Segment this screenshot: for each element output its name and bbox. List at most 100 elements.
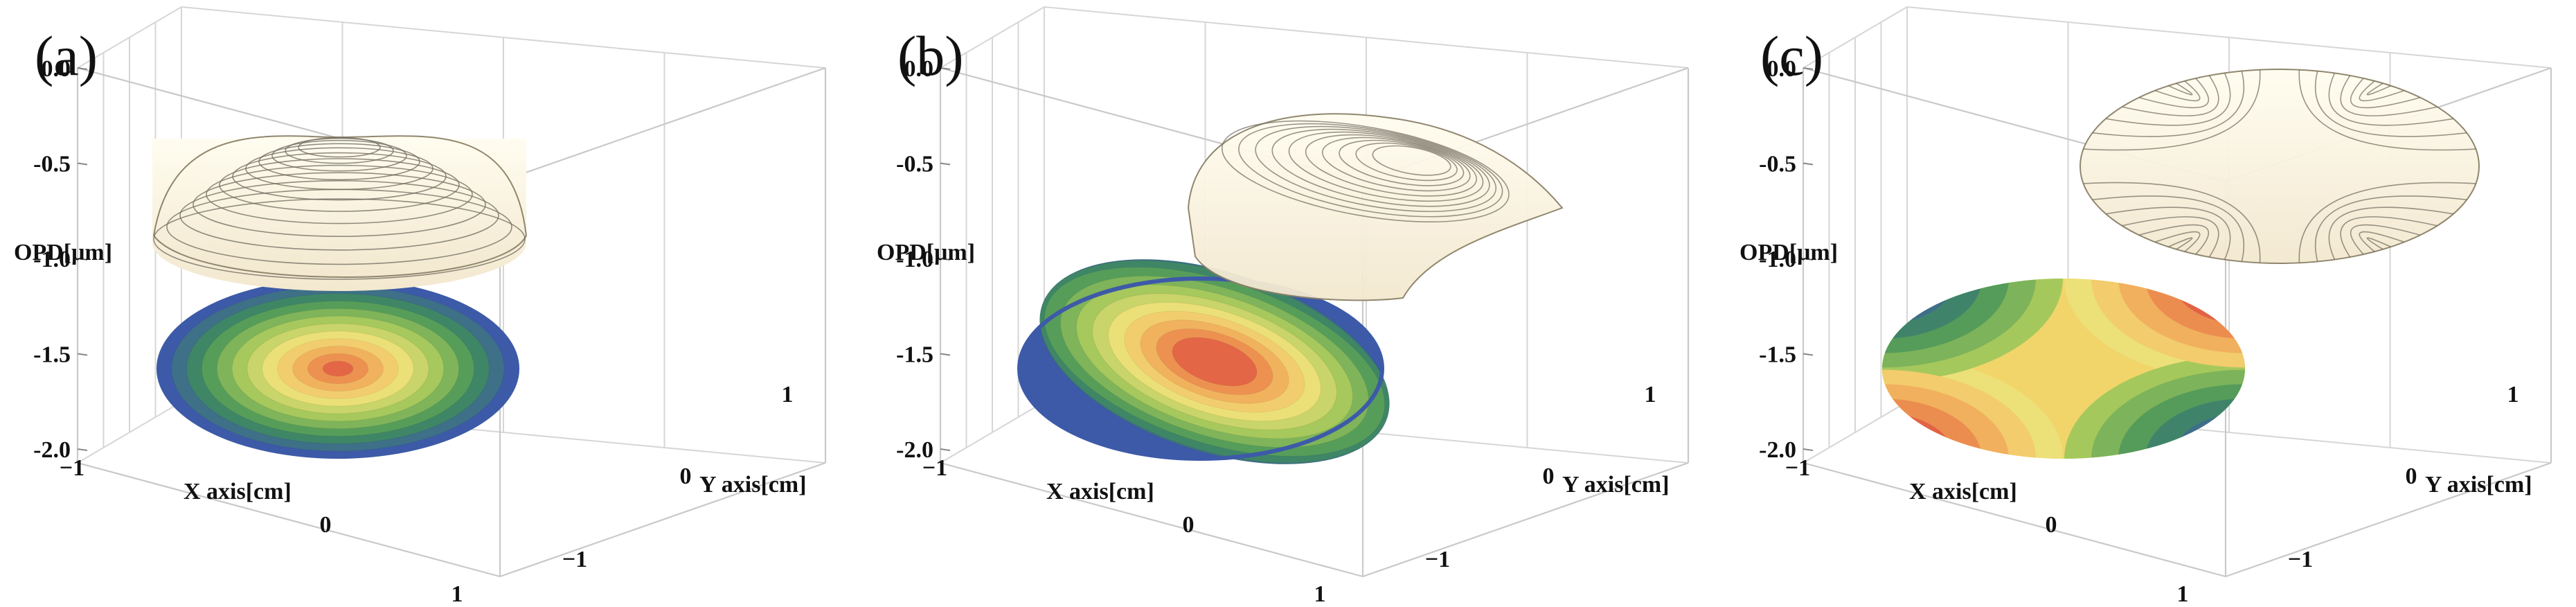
z-tick-label: 0.0: [1767, 56, 1797, 82]
z-tick-mark: [1803, 67, 1814, 70]
z-tick-mark: [77, 353, 88, 356]
surface-contour: [1255, 125, 1497, 213]
surface-contour: [271, 139, 407, 172]
saddle-cool-band: [1882, 279, 2063, 382]
x-tick-label: −1: [60, 455, 84, 481]
y-tick-label: 0: [2406, 464, 2417, 489]
surface-contour: [1355, 142, 1458, 182]
x-tick-label: 0: [320, 512, 332, 538]
surface-shell: [2079, 69, 2480, 264]
x-axis-title: X axis[cm]: [184, 479, 292, 504]
z-tick-mark: [940, 258, 951, 261]
saddle-cool-band: [1882, 279, 2036, 368]
z-tick-label: -2.0: [33, 437, 71, 463]
z-tick-mark: [77, 67, 88, 70]
panel-a: 0.0 -0.5 -1.0 -1.5 -2.0 OPD[μm] −1 0 1 X axis[cm]…: [14, 6, 827, 607]
surface-contour: [166, 188, 512, 265]
surface-contour: [2080, 182, 2261, 263]
z-tick-label: -0.5: [33, 152, 71, 177]
surface-contour: [153, 198, 526, 280]
axes-box: [939, 6, 1690, 578]
z-tick-mark: [77, 258, 88, 261]
surface-contour: [1271, 128, 1490, 207]
surface-contour: [2328, 206, 2479, 263]
y-tick-label: −1: [562, 547, 587, 572]
x-tick-label: 1: [2177, 581, 2189, 607]
z-tick-label: -2.0: [1759, 437, 1796, 463]
panel-label: (c): [1760, 24, 1823, 87]
box-edge: [940, 461, 1363, 578]
surface-contour: [193, 172, 486, 237]
x-tick-label: 0: [2046, 512, 2057, 538]
y-axis-title: Y axis[cm]: [2425, 472, 2532, 498]
y-tick-label: 1: [782, 382, 794, 407]
surface-contour: [2080, 206, 2231, 263]
surface-contour: [2315, 195, 2479, 263]
surface-contour: [285, 137, 394, 164]
surface-contour: [298, 137, 381, 158]
z-tick-label: -1.0: [1759, 247, 1796, 272]
surface-contour: [1339, 139, 1465, 186]
surface-shell: [152, 135, 528, 291]
z-tick-mark: [1803, 162, 1814, 166]
z-tick-mark: [1803, 448, 1814, 451]
surface-contour: [2080, 69, 2244, 137]
y-tick-label: 0: [680, 464, 692, 489]
saddle-cool-band: [2091, 369, 2245, 459]
z-tick-mark: [77, 162, 88, 166]
saddle-cool-band: [1882, 279, 1928, 310]
contour-disk: [1017, 258, 1390, 465]
surface-contour: [2080, 195, 2244, 263]
y-axis-title: Y axis[cm]: [1562, 472, 1670, 498]
z-tick-label: 0.0: [904, 56, 934, 82]
z-tick-mark: [940, 448, 951, 451]
z-tick-mark: [77, 448, 88, 451]
surface-contour: [219, 158, 460, 212]
y-tick-label: 0: [1543, 464, 1555, 489]
y-tick-label: −1: [1425, 547, 1450, 572]
z-axis-title: OPD[μm]: [14, 240, 112, 265]
surface-shell: [1187, 113, 1564, 301]
x-axis-title: X axis[cm]: [1909, 479, 2017, 504]
saddle-warm-band: [1882, 355, 2063, 459]
z-tick-label: 0.0: [42, 56, 71, 82]
saddle-cool-band: [2118, 384, 2245, 459]
panel-label: (b): [897, 24, 964, 87]
y-tick-label: 1: [1645, 382, 1656, 407]
surface-contour: [179, 180, 499, 251]
surface-contour: [2298, 182, 2479, 263]
surface-body: [2079, 69, 2480, 264]
z-tick-mark: [940, 162, 951, 166]
surface-contour: [1372, 145, 1451, 176]
surface-contour: [2315, 69, 2479, 137]
x-tick-label: 1: [451, 581, 463, 607]
z-tick-mark: [1803, 353, 1814, 356]
z-axis-title: OPD[μm]: [1739, 240, 1838, 265]
disk-rim: [1017, 276, 1384, 461]
box-edge: [499, 67, 826, 183]
surface-contour: [2080, 69, 2261, 151]
surface-contour: [1238, 123, 1503, 218]
box-edge: [1362, 461, 1689, 578]
y-tick-label: −1: [2288, 547, 2313, 572]
z-tick-label: -1.0: [896, 247, 933, 272]
surface-contour: [2328, 69, 2479, 126]
z-tick-label: -1.5: [1759, 342, 1796, 368]
box-edge: [77, 461, 501, 578]
x-tick-label: −1: [1785, 455, 1810, 481]
panel-label: (a): [35, 24, 98, 87]
surface-contour: [2298, 69, 2479, 151]
x-tick-label: 0: [1183, 512, 1195, 538]
contour-band: [1172, 337, 1258, 387]
z-tick-mark: [940, 67, 951, 70]
z-tick-label: -0.5: [1759, 152, 1796, 177]
panel-b: 0.0 -0.5 -1.0 -1.5 -2.0 OPD[μm] −1 0 1 X axis[cm]…: [877, 6, 1690, 607]
box-edge: [1803, 461, 2226, 578]
contour-band: [322, 360, 354, 377]
surface-contour: [2080, 69, 2231, 126]
panel-c: 0.0 -0.5 -1.0 -1.5 -2.0 OPD[μm] −1 0 1 X axis[cm]…: [1739, 6, 2552, 607]
y-tick-label: 1: [2507, 382, 2519, 407]
z-tick-label: -1.5: [33, 342, 71, 368]
saddle-cool-band: [1882, 279, 1982, 339]
